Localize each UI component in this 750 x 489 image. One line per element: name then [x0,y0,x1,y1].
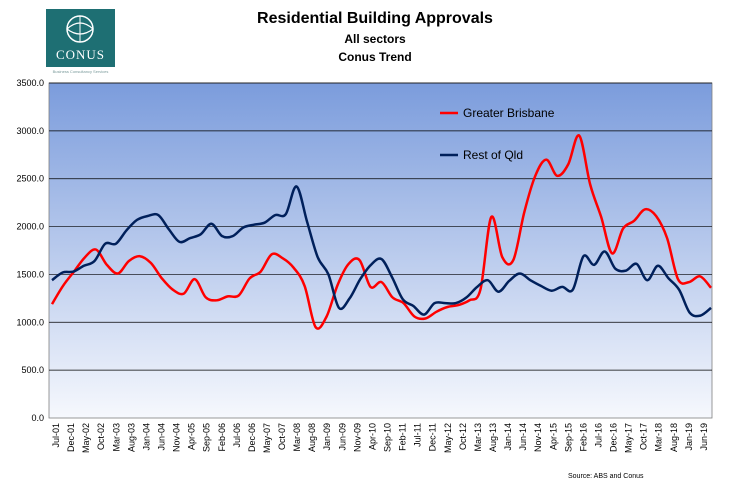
x-tick-label: Aug-18 [669,423,679,452]
x-tick-label: Feb-11 [398,423,408,451]
x-tick-label: Jul-06 [232,423,242,448]
legend-label-rest-of-qld: Rest of Qld [463,148,523,162]
x-tick-label: Oct-12 [458,423,468,450]
x-tick-label: Oct-17 [639,423,649,450]
x-tick-label: Nov-09 [352,423,362,452]
x-tick-label: Dec-01 [66,423,76,452]
x-tick-label: Jan-14 [503,423,513,451]
logo-emblem-icon [66,15,94,43]
x-tick-label: Jun-14 [518,423,528,451]
y-tick-label: 3000.0 [16,126,44,136]
x-tick-label: Feb-06 [217,423,227,452]
x-tick-label: Jul-11 [413,423,423,447]
chart-title: Residential Building Approvals [257,10,493,27]
logo-text: CONUS [55,47,106,62]
x-tick-label: Nov-14 [533,423,543,452]
x-tick-label: Aug-08 [307,423,317,452]
x-tick-label: Aug-13 [488,423,498,452]
x-tick-label: May-02 [81,423,91,453]
series-line-greater-brisbane [50,134,712,330]
x-tick-label: Oct-02 [96,423,106,450]
y-tick-label: 0.0 [31,413,44,423]
x-tick-label: Apr-15 [548,423,558,450]
x-tick-label: Nov-04 [172,423,182,452]
y-tick-label: 1000.0 [16,317,44,327]
series-lines [50,134,712,330]
chart-subtitle: All sectors [344,32,406,46]
x-tick-label: May-07 [262,423,272,453]
legend: Greater Brisbane Rest of Qld [440,106,555,162]
x-tick-label: Jan-09 [322,423,332,451]
x-tick-label: Feb-16 [578,423,588,452]
x-tick-label: Jun-09 [337,423,347,451]
x-tick-label: Sep-15 [563,423,573,452]
y-tick-label: 500.0 [21,365,44,375]
x-tick-label: Jun-04 [156,423,166,451]
x-tick-label: Apr-05 [187,423,197,450]
source-note: Source: ABS and Conus [568,473,644,480]
x-tick-label: Jan-19 [684,423,694,451]
x-tick-label: Apr-10 [367,423,377,450]
x-axis: Jul-01 Dec-01 May-02 Oct-02 Mar-03 Aug-03 Jan-… [51,423,709,453]
x-tick-label: Aug-03 [126,423,136,452]
x-tick-label: Mar-08 [292,423,302,452]
chart-subtitle-trend: Conus Trend [338,50,412,64]
x-tick-label: Mar-18 [654,423,664,452]
y-tick-label: 3500.0 [16,78,44,88]
x-tick-label: Dec-06 [247,423,257,452]
series-line-rest-of-qld [51,185,712,318]
y-tick-label: 2000.0 [16,222,44,232]
x-tick-label: May-17 [624,423,634,453]
x-tick-label: Oct-07 [277,423,287,450]
x-tick-label: Jun-19 [699,423,709,451]
conus-logo: CONUS Business Consultancy Services [46,9,115,74]
x-tick-label: Dec-16 [609,423,619,452]
x-tick-label: Jan-04 [141,423,151,451]
x-tick-label: Mar-03 [111,423,121,452]
y-tick-label: 1500.0 [16,269,44,279]
x-tick-label: Sep-05 [202,423,212,452]
x-tick-label: Sep-10 [383,423,393,452]
logo-subtitle: Business Consultancy Services [52,69,109,74]
x-tick-label: Mar-13 [473,423,483,452]
x-tick-label: Dec-11 [428,423,438,451]
x-tick-label: Jul-16 [593,423,603,448]
legend-label-greater-brisbane: Greater Brisbane [463,106,555,120]
y-axis: 0.0 500.0 1000.0 1500.0 2000.0 2500.0 3000.0 35… [16,78,44,423]
y-tick-label: 2500.0 [16,174,44,184]
plot-area [48,82,713,419]
x-tick-label: May-12 [443,423,453,453]
x-tick-label: Jul-01 [51,423,61,448]
